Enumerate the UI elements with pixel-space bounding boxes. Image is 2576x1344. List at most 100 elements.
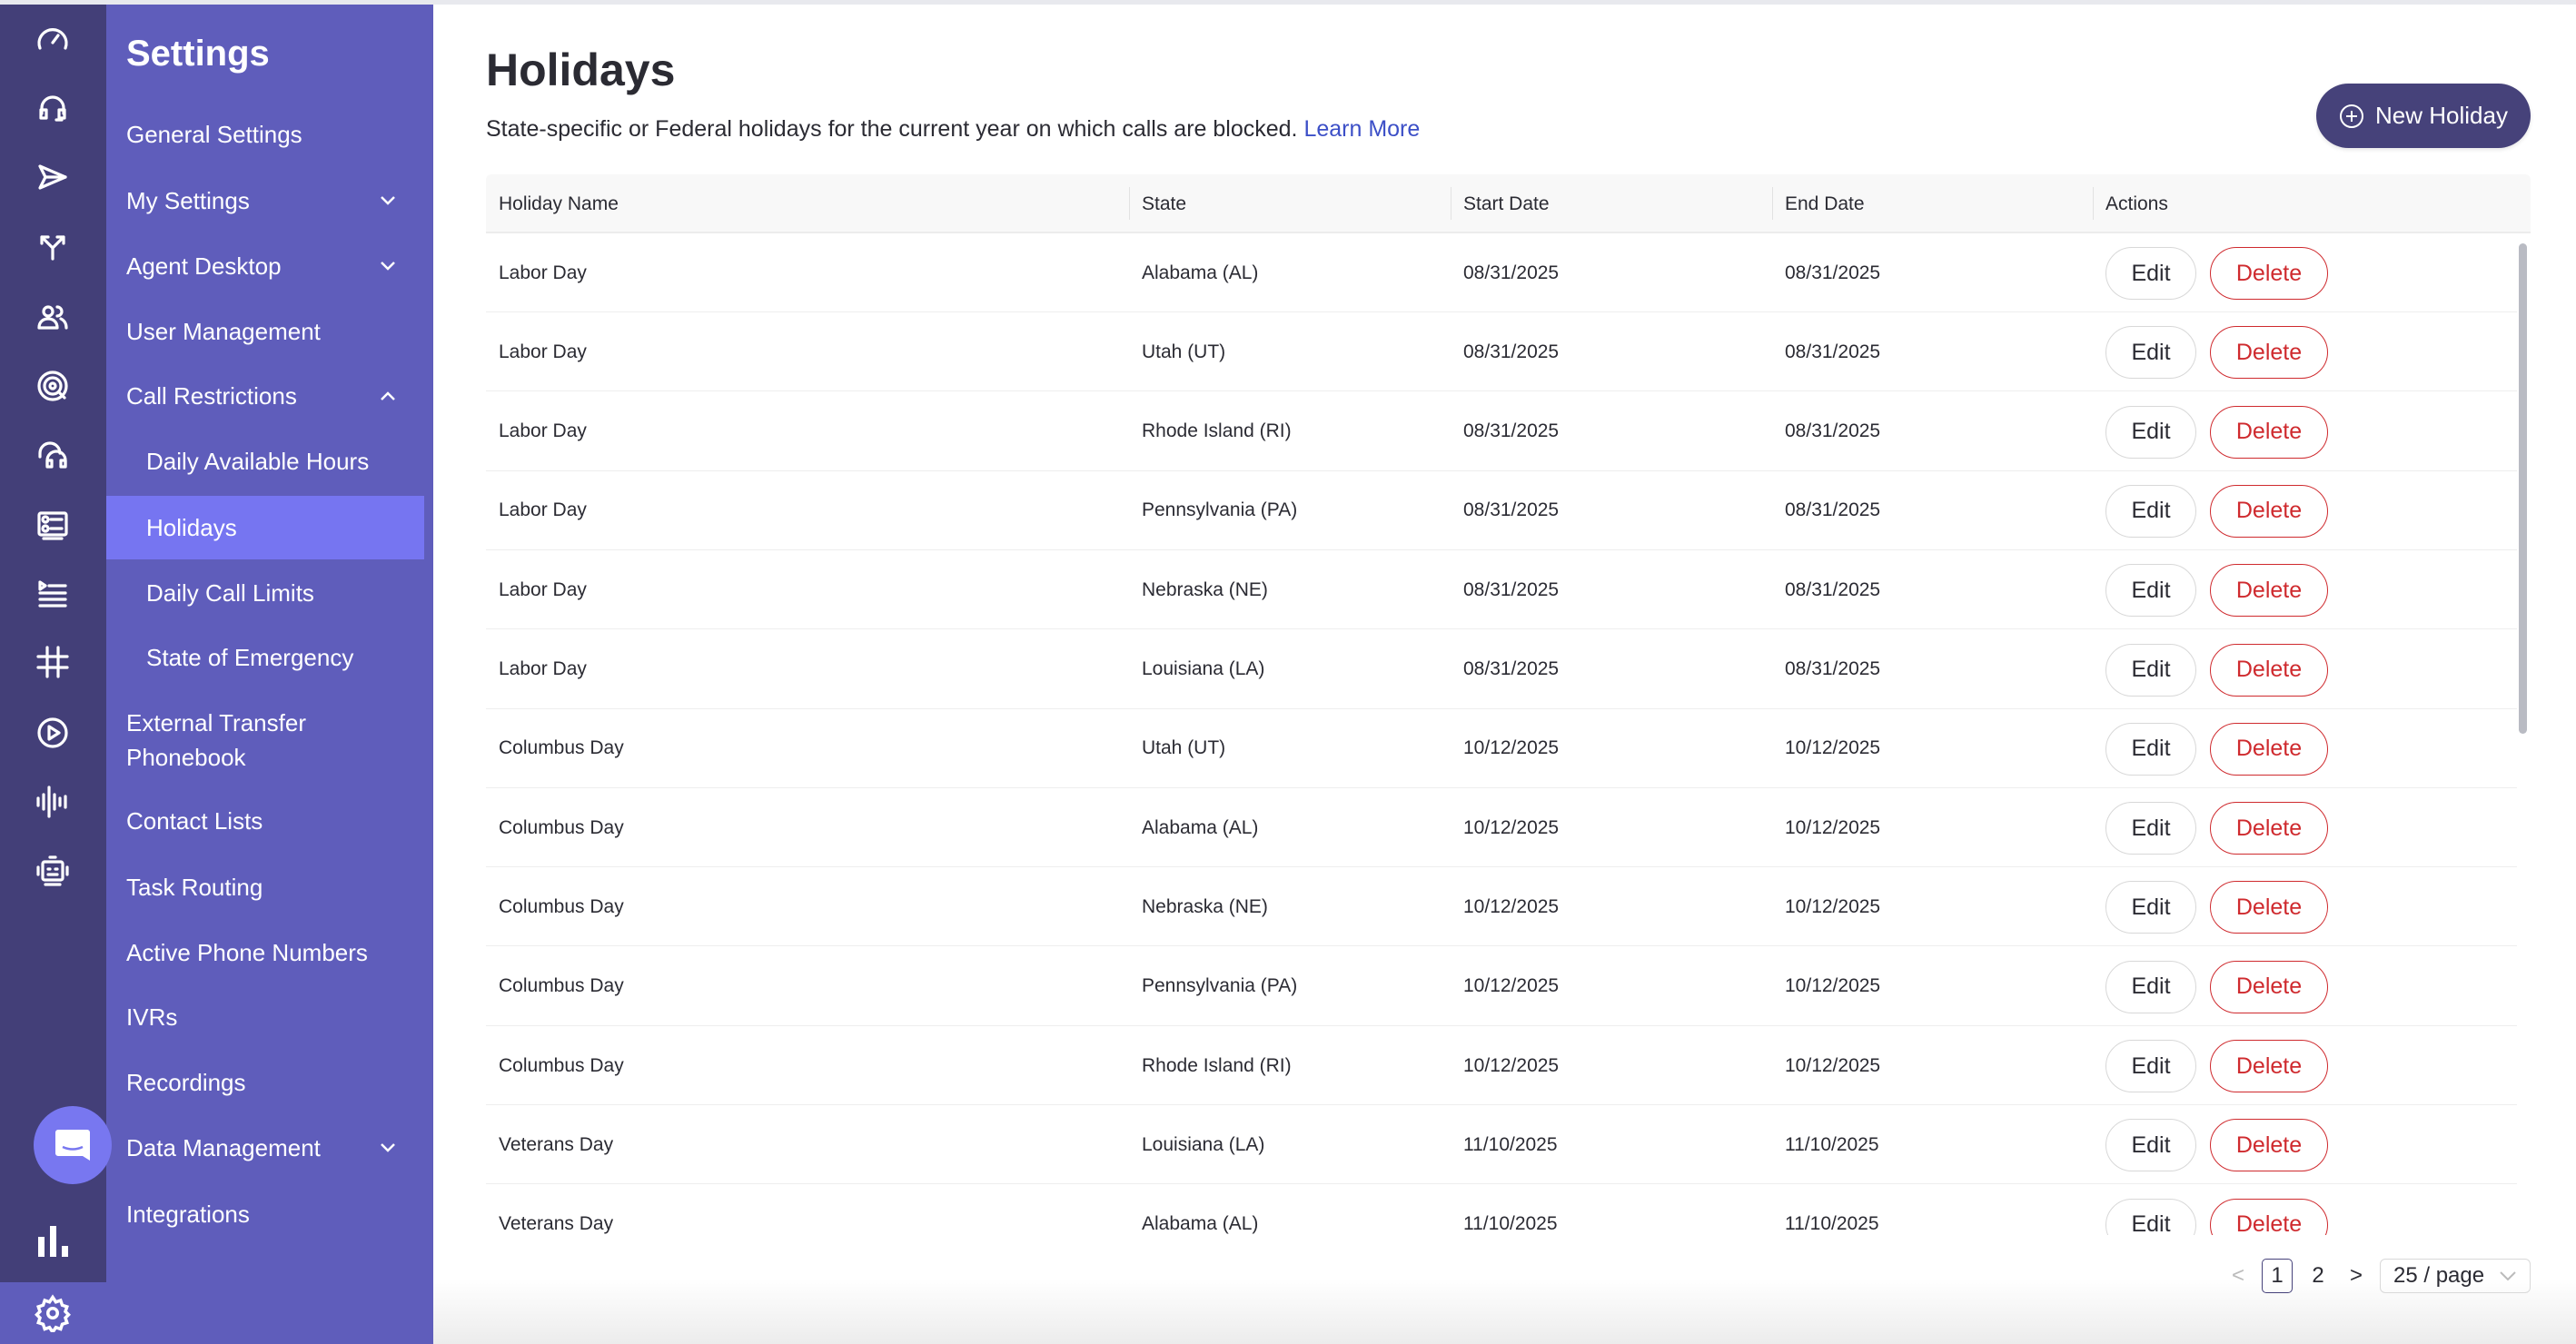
chevron-down-icon[interactable] [379, 256, 397, 277]
edit-button[interactable]: Edit [2105, 643, 2196, 697]
learn-more-link[interactable]: Learn More [1303, 116, 1421, 142]
speedometer-icon[interactable] [31, 17, 74, 61]
edit-button[interactable]: Edit [2105, 484, 2196, 538]
sidebar-item-daily-available-hours[interactable]: Daily Available Hours [106, 430, 424, 493]
sidebar-item-label: IVRs [126, 1003, 178, 1031]
sidebar-item-label: Task Routing [126, 873, 263, 901]
page-2-button[interactable]: 2 [2312, 1263, 2324, 1288]
users-icon[interactable] [31, 295, 74, 339]
sidebar-item-user-management[interactable]: User Management [106, 300, 424, 363]
holiday-name-cell: Columbus Day [499, 1054, 624, 1076]
chat-button[interactable] [34, 1106, 112, 1184]
next-page-button[interactable]: > [2349, 1263, 2363, 1288]
sidebar-item-state-of-emergency[interactable]: State of Emergency [106, 626, 424, 689]
new-holiday-button[interactable]: New Holiday [2316, 84, 2531, 148]
sidebar-item-label: Call Restrictions [126, 381, 297, 410]
start-date-cell: 11/10/2025 [1463, 1213, 1558, 1235]
table-row: Columbus Day Nebraska (NE) 10/12/2025 10/12… [486, 867, 2517, 947]
state-cell: Nebraska (NE) [1142, 578, 1268, 600]
edit-button[interactable]: Edit [2105, 1198, 2196, 1235]
table-scrollbar[interactable] [2519, 243, 2527, 734]
chevron-down-icon[interactable] [379, 191, 397, 212]
chevron-down-icon[interactable] [379, 1138, 397, 1159]
sidebar-item-integrations[interactable]: Integrations [106, 1182, 424, 1246]
play-circle-icon[interactable] [31, 711, 74, 755]
end-date-cell: 10/12/2025 [1785, 975, 1881, 997]
sidebar-item-call-restrictions[interactable]: Call Restrictions [106, 364, 424, 428]
sidebar-item-label: Active Phone Numbers [126, 938, 368, 966]
sidebar-item-holidays[interactable]: Holidays [106, 496, 424, 559]
table-row: Labor Day Louisiana (LA) 08/31/2025 08/31/2… [486, 630, 2517, 709]
sidebar-item-contact-lists[interactable]: Contact Lists [106, 789, 424, 853]
delete-button[interactable]: Delete [2210, 247, 2328, 300]
agent-headset-icon[interactable] [31, 433, 74, 477]
hashtag-icon[interactable] [31, 640, 74, 684]
sidebar-item-agent-desktop[interactable]: Agent Desktop [106, 234, 424, 298]
page-1-button[interactable]: 1 [2262, 1259, 2293, 1293]
delete-button[interactable]: Delete [2210, 1198, 2328, 1235]
sidebar-item-active-phone-numbers[interactable]: Active Phone Numbers [106, 921, 424, 984]
edit-button[interactable]: Edit [2105, 326, 2196, 380]
top-border [0, 0, 2576, 5]
holiday-name-cell: Veterans Day [499, 1213, 614, 1235]
delete-button[interactable]: Delete [2210, 484, 2328, 538]
delete-button[interactable]: Delete [2210, 722, 2328, 776]
page-size-select[interactable]: 25 / page [2380, 1259, 2531, 1293]
robot-icon[interactable] [31, 849, 74, 893]
sidebar-item-external-transfer-phonebook[interactable]: External Transfer Phonebook [106, 704, 424, 776]
sidebar-item-label: My Settings [126, 186, 250, 214]
delete-button[interactable]: Delete [2210, 1040, 2328, 1092]
bar-chart-icon[interactable] [36, 1224, 69, 1263]
sidebar-item-general-settings[interactable]: General Settings [106, 103, 424, 166]
state-cell: Alabama (AL) [1142, 1213, 1259, 1235]
waveform-icon[interactable] [31, 780, 74, 824]
sidebar-item-data-management[interactable]: Data Management [106, 1116, 424, 1180]
end-date-cell: 10/12/2025 [1785, 1054, 1881, 1076]
delete-button[interactable]: Delete [2210, 881, 2328, 934]
table-row: Veterans Day Louisiana (LA) 11/10/2025 11/1… [486, 1105, 2517, 1185]
edit-button[interactable]: Edit [2105, 722, 2196, 776]
split-arrows-icon[interactable] [31, 224, 74, 268]
start-date-cell: 08/31/2025 [1463, 578, 1560, 600]
chevron-up-icon[interactable] [379, 386, 397, 407]
subtitle-text: State-specific or Federal holidays for t… [486, 116, 1298, 142]
delete-button[interactable]: Delete [2210, 564, 2328, 618]
delete-button[interactable]: Delete [2210, 405, 2328, 459]
form-list-icon[interactable] [31, 502, 74, 546]
headset-icon[interactable] [31, 86, 74, 130]
state-cell: Rhode Island (RI) [1142, 1054, 1292, 1076]
edit-button[interactable]: Edit [2105, 564, 2196, 618]
edit-button[interactable]: Edit [2105, 802, 2196, 855]
table-row: Labor Day Utah (UT) 08/31/2025 08/31/2025 Ed… [486, 312, 2517, 392]
delete-button[interactable]: Delete [2210, 802, 2328, 855]
sidebar-item-task-routing[interactable]: Task Routing [106, 855, 424, 919]
edit-button[interactable]: Edit [2105, 1040, 2196, 1092]
sidebar-item-recordings[interactable]: Recordings [106, 1051, 424, 1114]
sidebar-item-ivrs[interactable]: IVRs [106, 985, 424, 1049]
footer [433, 1235, 2576, 1344]
edit-button[interactable]: Edit [2105, 881, 2196, 934]
send-icon[interactable] [31, 155, 74, 199]
target-icon[interactable] [31, 364, 74, 408]
holiday-name-cell: Labor Day [499, 578, 587, 600]
edit-button[interactable]: Edit [2105, 960, 2196, 1013]
gear-icon[interactable] [34, 1294, 72, 1337]
sidebar-item-daily-call-limits[interactable]: Daily Call Limits [106, 561, 424, 625]
sidebar-item-my-settings[interactable]: My Settings [106, 169, 424, 232]
start-date-cell: 11/10/2025 [1463, 1133, 1558, 1155]
delete-button[interactable]: Delete [2210, 1119, 2328, 1172]
delete-button[interactable]: Delete [2210, 326, 2328, 380]
prev-page-button[interactable]: < [2231, 1263, 2244, 1288]
settings-rail-item[interactable] [0, 1282, 106, 1344]
edit-button[interactable]: Edit [2105, 1119, 2196, 1172]
edit-button[interactable]: Edit [2105, 405, 2196, 459]
edit-button[interactable]: Edit [2105, 247, 2196, 300]
start-date-cell: 08/31/2025 [1463, 341, 1560, 362]
delete-button[interactable]: Delete [2210, 960, 2328, 1013]
delete-button[interactable]: Delete [2210, 643, 2328, 697]
playlist-icon[interactable] [31, 571, 74, 615]
column-divider [1772, 187, 1773, 220]
table-row: Columbus Day Alabama (AL) 10/12/2025 10/12/… [486, 788, 2517, 868]
plus-circle-icon [2340, 104, 2364, 128]
state-cell: Pennsylvania (PA) [1142, 499, 1298, 521]
